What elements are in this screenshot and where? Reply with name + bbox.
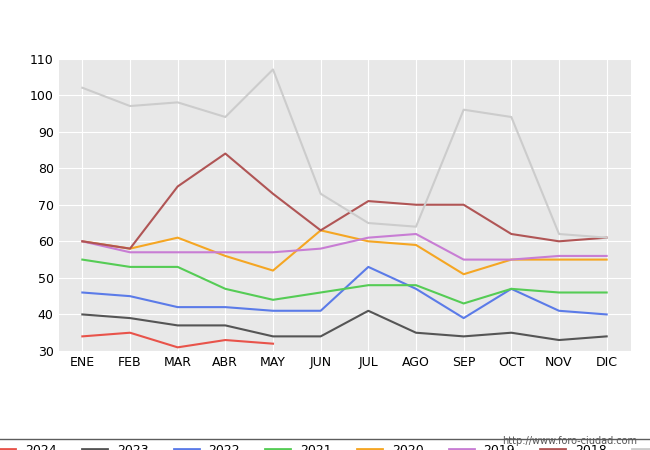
Text: Afiliados en Armuña de Almanzora a 31/5/2024: Afiliados en Armuña de Almanzora a 31/5/… — [94, 18, 556, 36]
Text: http://www.foro-ciudad.com: http://www.foro-ciudad.com — [502, 436, 637, 446]
Legend: 2024, 2023, 2022, 2021, 2020, 2019, 2018, 2017: 2024, 2023, 2022, 2021, 2020, 2019, 2018… — [0, 439, 650, 450]
